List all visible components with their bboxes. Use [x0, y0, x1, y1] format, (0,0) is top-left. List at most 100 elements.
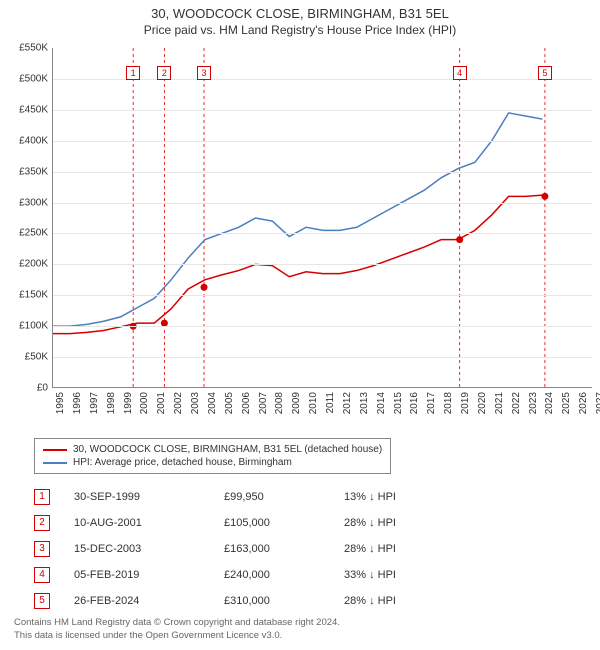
x-tick-label: 2024	[544, 392, 555, 414]
sales-table: 130-SEP-1999£99,95013% ↓ HPI210-AUG-2001…	[34, 484, 566, 614]
sale-marker-box: 2	[157, 66, 171, 80]
sale-row-price: £105,000	[224, 517, 344, 529]
x-tick-label: 2012	[342, 392, 353, 414]
y-tick-label: £500K	[19, 73, 48, 84]
x-tick-label: 2003	[190, 392, 201, 414]
sale-marker-box: 4	[453, 66, 467, 80]
x-tick-label: 2011	[325, 392, 336, 414]
x-tick-label: 1999	[123, 392, 134, 414]
sale-row-number: 4	[34, 567, 50, 583]
x-tick-label: 2016	[409, 392, 420, 414]
x-tick-label: 2021	[494, 392, 505, 414]
x-tick-label: 1997	[89, 392, 100, 414]
sale-row-diff: 28% ↓ HPI	[344, 543, 464, 555]
x-tick-label: 1998	[106, 392, 117, 414]
y-tick-label: £250K	[19, 228, 48, 239]
sale-row-number: 5	[34, 593, 50, 609]
y-axis: £0£50K£100K£150K£200K£250K£300K£350K£400…	[6, 48, 50, 388]
y-tick-label: £50K	[25, 352, 48, 363]
x-tick-label: 2027	[595, 392, 600, 414]
x-tick-label: 2006	[241, 392, 252, 414]
sale-row-price: £163,000	[224, 543, 344, 555]
x-tick-label: 2017	[426, 392, 437, 414]
gridline	[53, 203, 592, 204]
x-tick-label: 2014	[376, 392, 387, 414]
chart-title: 30, WOODCOCK CLOSE, BIRMINGHAM, B31 5EL	[0, 6, 600, 21]
sale-row-diff: 13% ↓ HPI	[344, 491, 464, 503]
sale-row-diff: 28% ↓ HPI	[344, 517, 464, 529]
y-tick-label: £150K	[19, 290, 48, 301]
y-tick-label: £450K	[19, 104, 48, 115]
gridline	[53, 172, 592, 173]
chart-subtitle: Price paid vs. HM Land Registry's House …	[0, 23, 600, 37]
sale-row-price: £99,950	[224, 491, 344, 503]
footer-attribution: Contains HM Land Registry data © Crown c…	[14, 617, 586, 642]
sale-marker-box: 5	[538, 66, 552, 80]
sale-row-price: £240,000	[224, 569, 344, 581]
sale-row-date: 05-FEB-2019	[74, 569, 224, 581]
y-tick-label: £350K	[19, 166, 48, 177]
x-tick-label: 2022	[511, 392, 522, 414]
gridline	[53, 110, 592, 111]
x-tick-label: 2023	[528, 392, 539, 414]
legend-swatch	[43, 462, 67, 464]
x-tick-label: 2002	[173, 392, 184, 414]
sale-row-date: 26-FEB-2024	[74, 595, 224, 607]
series-hpi	[53, 113, 542, 326]
x-tick-label: 2009	[291, 392, 302, 414]
legend-item: HPI: Average price, detached house, Birm…	[43, 456, 382, 469]
sale-marker-box: 3	[197, 66, 211, 80]
sale-row-date: 15-DEC-2003	[74, 543, 224, 555]
x-tick-label: 2013	[359, 392, 370, 414]
y-tick-label: £100K	[19, 321, 48, 332]
sale-row-diff: 28% ↓ HPI	[344, 595, 464, 607]
sale-row-date: 30-SEP-1999	[74, 491, 224, 503]
sale-row: 5 26-FEB-2024£310,00028% ↓ HPI	[34, 588, 566, 614]
y-tick-label: £550K	[19, 43, 48, 54]
plot-area: 1 2 3 4 5	[52, 48, 592, 388]
x-tick-label: 2025	[561, 392, 572, 414]
gridline	[53, 233, 592, 234]
x-tick-label: 2005	[224, 392, 235, 414]
y-tick-label: £400K	[19, 135, 48, 146]
plot-svg	[53, 48, 593, 388]
sale-row: 1 30-SEP-1999£99,95013% ↓ HPI	[34, 484, 566, 510]
sale-row-price: £310,000	[224, 595, 344, 607]
footer-line-2: This data is licensed under the Open Gov…	[14, 630, 586, 642]
x-tick-label: 2010	[308, 392, 319, 414]
x-tick-label: 2019	[460, 392, 471, 414]
x-tick-label: 2001	[156, 392, 167, 414]
x-tick-label: 1996	[72, 392, 83, 414]
gridline	[53, 264, 592, 265]
sale-row-number: 3	[34, 541, 50, 557]
sale-point	[541, 193, 548, 200]
x-tick-label: 1995	[55, 392, 66, 414]
sale-row: 3 15-DEC-2003£163,00028% ↓ HPI	[34, 536, 566, 562]
x-tick-label: 2015	[393, 392, 404, 414]
sale-marker-box: 1	[126, 66, 140, 80]
footer-line-1: Contains HM Land Registry data © Crown c…	[14, 617, 586, 629]
x-tick-label: 2007	[258, 392, 269, 414]
x-tick-label: 2018	[443, 392, 454, 414]
x-tick-label: 2000	[139, 392, 150, 414]
x-tick-label: 2008	[274, 392, 285, 414]
legend: 30, WOODCOCK CLOSE, BIRMINGHAM, B31 5EL …	[34, 438, 391, 474]
y-tick-label: £0	[37, 383, 48, 394]
y-tick-label: £200K	[19, 259, 48, 270]
x-tick-label: 2004	[207, 392, 218, 414]
chart-area: £0 £50K £100K £150K £200K £250K £300K £350K £400…	[6, 48, 594, 428]
sale-point	[201, 284, 208, 291]
gridline	[53, 357, 592, 358]
legend-swatch	[43, 449, 67, 451]
sale-row-number: 1	[34, 489, 50, 505]
legend-label: 30, WOODCOCK CLOSE, BIRMINGHAM, B31 5EL …	[73, 444, 382, 455]
gridline	[53, 295, 592, 296]
y-tick-label: £300K	[19, 197, 48, 208]
x-axis: 1995 1996 1997 1998 1999 2000 2001 2002 2003 2004…	[52, 390, 592, 428]
sale-row-number: 2	[34, 515, 50, 531]
chart-title-block: 30, WOODCOCK CLOSE, BIRMINGHAM, B31 5EL …	[0, 0, 600, 39]
sale-row: 210-AUG-2001£105,00028% ↓ HPI	[34, 510, 566, 536]
legend-item: 30, WOODCOCK CLOSE, BIRMINGHAM, B31 5EL …	[43, 443, 382, 456]
sale-point	[456, 236, 463, 243]
gridline	[53, 326, 592, 327]
